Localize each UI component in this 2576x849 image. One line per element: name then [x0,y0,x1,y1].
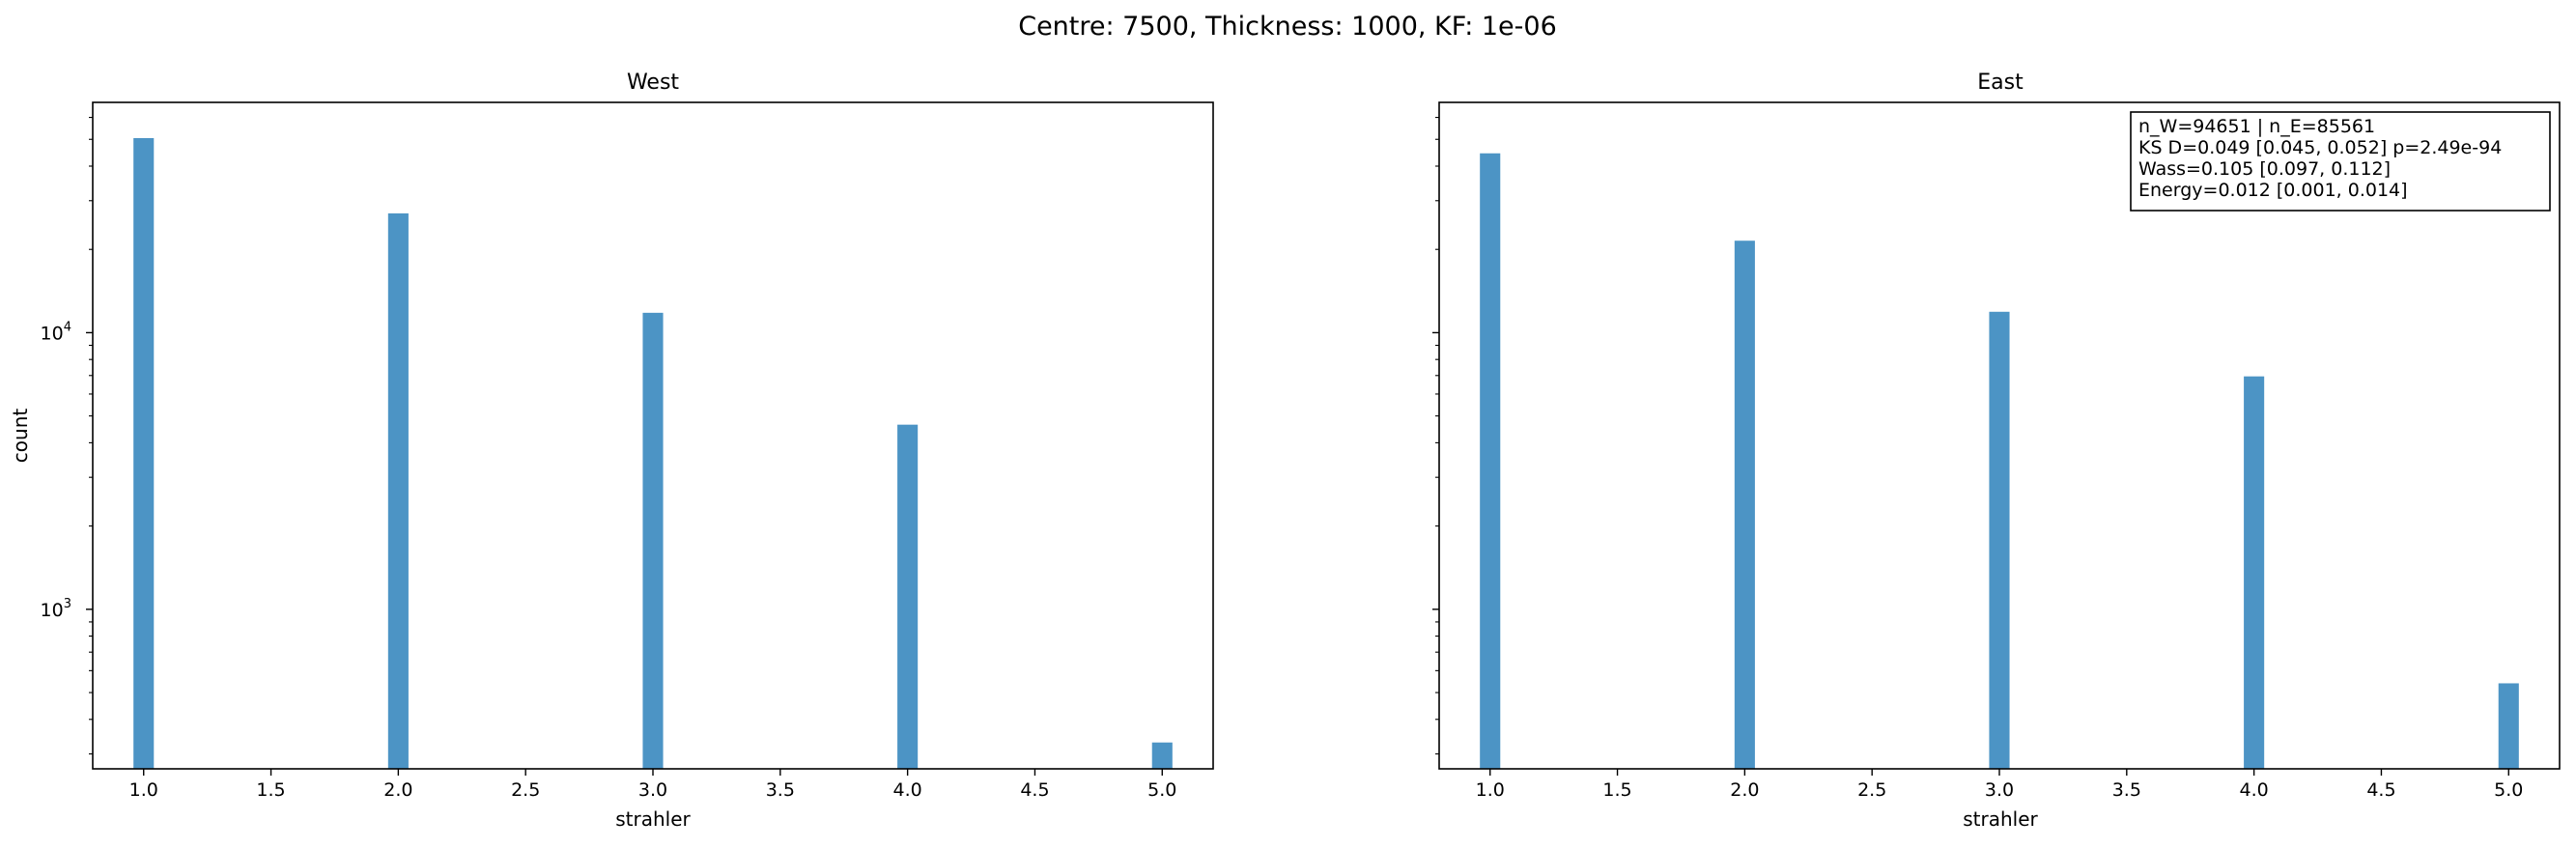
west-bar-strahler-1.0 [133,138,155,769]
stats-annotation-line: n_W=94651 | n_E=85561 [2138,116,2375,137]
west-panel-title: West [627,71,679,95]
west-x-tick-label: 4.0 [893,779,922,801]
west-x-axis-ticks: 1.0 1.5 2.0 2.5 3.0 3.5 4.0 4.5 5.0 [129,769,1176,801]
stats-annotation-line: Wass=0.105 [0.097, 0.112] [2138,158,2391,180]
west-x-tick-label: 5.0 [1147,779,1176,801]
east-x-tick-label: 2.0 [1730,779,1759,801]
stats-annotation-box: n_W=94651 | n_E=85561 KS D=0.049 [0.045,… [2130,111,2551,212]
east-bar-strahler-3.0 [1989,311,2010,769]
east-bars [1480,153,2519,770]
east-x-tick-label: 5.0 [2494,779,2523,801]
east-x-axis-label: strahler [1963,807,2038,831]
west-x-tick-label: 3.0 [638,779,667,801]
west-x-tick-label: 2.0 [383,779,412,801]
east-bar-strahler-4.0 [2244,376,2265,769]
west-bar-strahler-4.0 [897,424,919,769]
east-x-tick-label: 1.5 [1602,779,1631,801]
east-plot-frame [1438,101,2561,770]
east-bar-strahler-5.0 [2498,683,2519,769]
west-bar-strahler-3.0 [642,312,664,769]
stats-annotation-line: Energy=0.012 [0.001, 0.014] [2138,180,2408,201]
west-x-tick-label: 1.5 [256,779,285,801]
west-bar-strahler-5.0 [1151,742,1173,769]
east-x-axis-ticks: 1.0 1.5 2.0 2.5 3.0 3.5 4.0 4.5 5.0 [1476,769,2523,801]
east-x-tick-label: 4.5 [2366,779,2395,801]
east-bar-strahler-2.0 [1734,241,1755,770]
east-x-tick-label: 1.0 [1476,779,1505,801]
east-panel-title: East [1977,71,2024,95]
west-x-axis-label: strahler [615,807,691,831]
east-panel: East 1.0 1.5 2.0 2.5 3.0 3.5 4.0 4.5 5.0 strahle… [1432,71,2561,831]
figure-title: Centre: 7500, Thickness: 1000, KF: 1e-06 [1018,12,1557,42]
west-x-tick-label: 1.0 [129,779,158,801]
east-x-tick-label: 2.5 [1857,779,1886,801]
stats-annotation-frame [2130,111,2551,212]
east-x-tick-label: 4.0 [2240,779,2269,801]
west-bars [133,138,1173,769]
west-bar-strahler-2.0 [387,212,409,769]
east-bar-strahler-1.0 [1480,153,1501,770]
east-x-tick-label: 3.5 [2112,779,2141,801]
west-x-tick-label: 4.5 [1020,779,1049,801]
east-x-tick-label: 3.0 [1985,779,2014,801]
west-x-tick-label: 3.5 [766,779,795,801]
west-y-axis-label: count [9,409,32,464]
stats-annotation-line: KS D=0.049 [0.045, 0.052] p=2.49e-94 [2138,137,2502,158]
west-plot-frame [92,101,1214,770]
west-x-tick-label: 2.5 [511,779,540,801]
